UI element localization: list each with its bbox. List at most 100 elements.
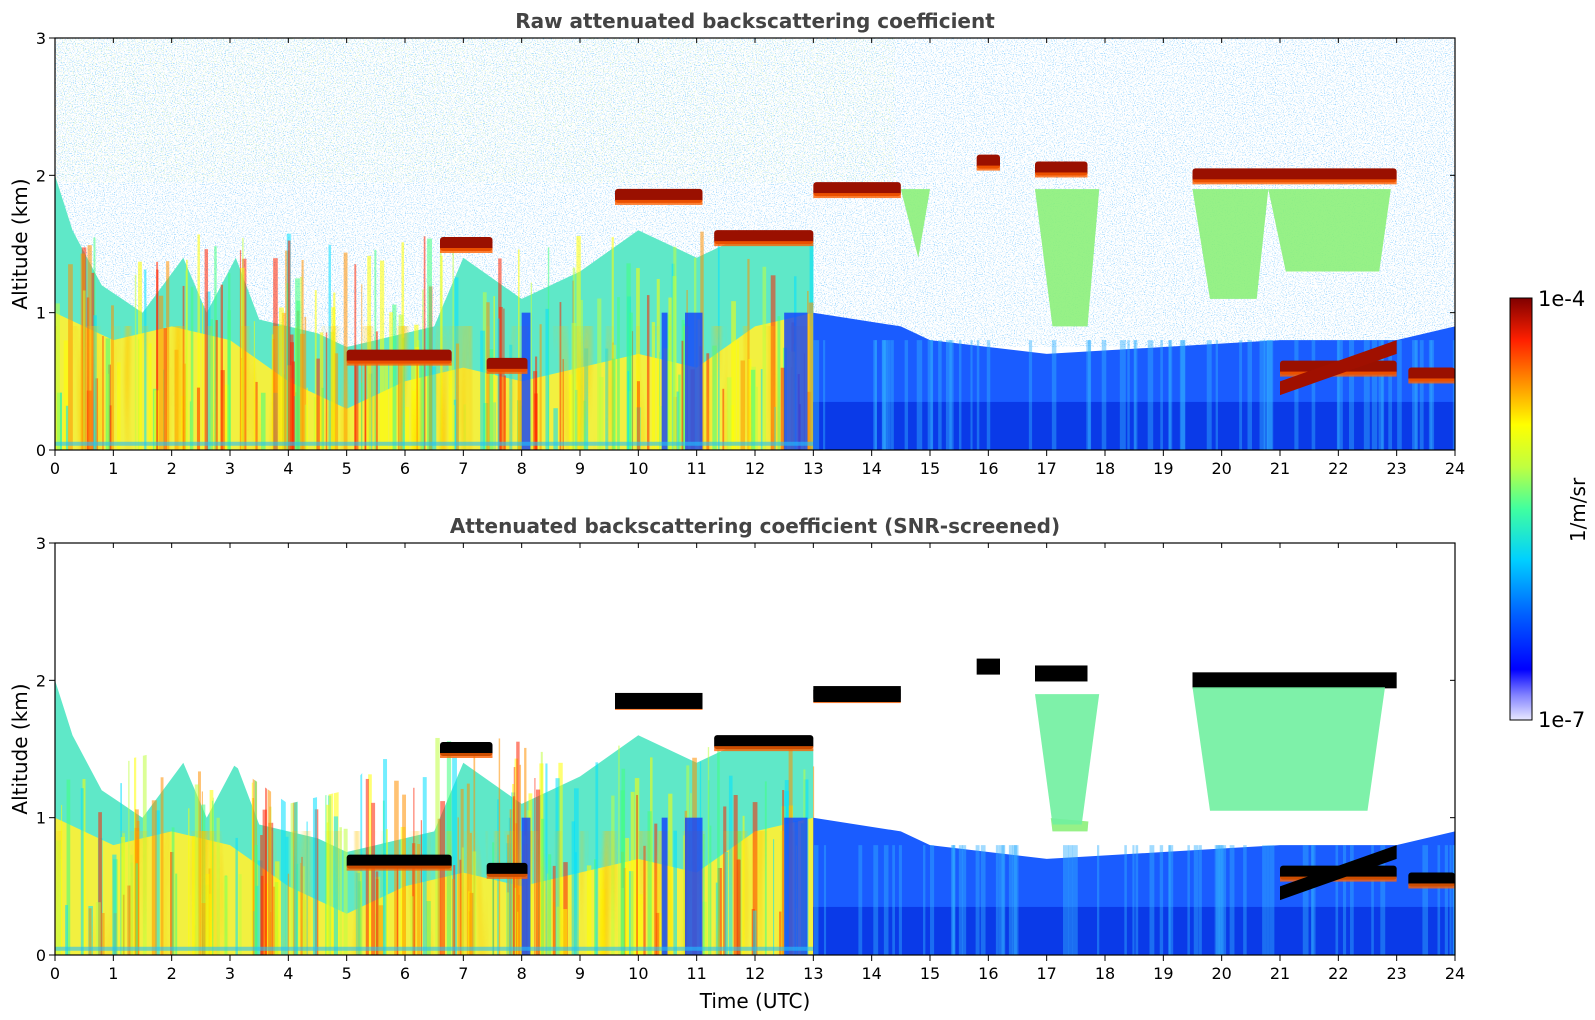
y-tick-label: 2 — [36, 671, 46, 690]
x-tick-label: 21 — [1270, 964, 1290, 983]
clear-column — [784, 312, 808, 450]
cloud-layer-base — [615, 199, 703, 205]
x-tick-label: 18 — [1095, 459, 1115, 478]
cloud-layer-base — [440, 248, 493, 253]
x-tick-label: 14 — [861, 459, 881, 478]
night-streak — [823, 340, 826, 450]
cloud-layer — [714, 735, 814, 750]
night-streak — [958, 340, 962, 450]
cloud-layer — [486, 357, 528, 372]
x-tick-label: 9 — [575, 459, 585, 478]
night-streak — [1452, 845, 1455, 955]
night-streak — [986, 340, 991, 450]
night-streak — [995, 845, 999, 955]
night-streak — [1444, 845, 1448, 955]
night-streak — [1119, 340, 1126, 450]
cloud-layer — [440, 742, 493, 756]
night-streak — [930, 845, 935, 955]
screened-cloud-top — [976, 658, 1000, 675]
cloud-layer — [440, 237, 493, 251]
night-streak — [1149, 845, 1155, 955]
night-streak — [1349, 340, 1355, 450]
night-streak — [1168, 340, 1171, 450]
night-streak — [923, 845, 926, 955]
x-tick-label: 22 — [1328, 459, 1348, 478]
colorbar-min-label: 1e-7 — [1538, 708, 1585, 732]
cloud-layer-base — [486, 368, 528, 374]
night-streak — [1269, 845, 1275, 955]
cloud-layer — [346, 854, 452, 869]
clear-column — [661, 312, 668, 450]
x-tick-label: 12 — [745, 459, 765, 478]
virga-core — [1268, 189, 1391, 272]
night-streak — [1428, 340, 1433, 450]
x-tick-label: 1 — [108, 459, 118, 478]
x-tick-label: 15 — [920, 459, 940, 478]
x-axis-label: Time (UTC) — [699, 989, 811, 1013]
x-tick-label: 17 — [1036, 964, 1056, 983]
screened-cloud-top — [813, 686, 901, 703]
cloud-layer — [1408, 367, 1455, 382]
night-streak — [1168, 340, 1173, 450]
night-streak — [1133, 340, 1136, 450]
colorbar-ramp — [1509, 297, 1533, 721]
cloud-layer-base — [1192, 179, 1397, 185]
night-streak — [892, 845, 895, 955]
x-tick-label: 24 — [1445, 964, 1465, 983]
clear-column — [685, 312, 703, 450]
cloud-layer-base — [1035, 172, 1088, 178]
x-tick-label: 7 — [458, 459, 468, 478]
cloud-layer — [1408, 872, 1455, 887]
night-streak — [1371, 340, 1378, 450]
night-streak — [813, 845, 819, 955]
night-streak — [952, 845, 956, 955]
night-streak — [998, 845, 1005, 955]
night-streak — [970, 340, 973, 450]
night-streak — [890, 340, 894, 450]
night-streak — [1229, 845, 1235, 955]
x-tick-label: 1 — [108, 964, 118, 983]
x-tick-label: 8 — [517, 459, 527, 478]
x-tick-label: 20 — [1211, 964, 1231, 983]
x-tick-label: 5 — [342, 459, 352, 478]
x-tick-label: 13 — [803, 459, 823, 478]
night-streak — [1016, 845, 1019, 955]
night-streak — [938, 340, 942, 450]
virga — [900, 189, 930, 258]
cloud-layer — [615, 188, 703, 203]
night-streak — [1380, 845, 1386, 955]
night-streak — [1381, 340, 1384, 450]
virga — [1268, 189, 1391, 272]
night-streak — [1028, 340, 1033, 450]
cloud-layer — [486, 862, 528, 877]
night-streak — [975, 845, 980, 955]
night-streak — [1302, 845, 1309, 955]
x-tick-label: 0 — [50, 964, 60, 983]
night-streak — [1263, 340, 1269, 450]
bottom-panel: Attenuated backscattering coefficient (S… — [8, 514, 1465, 1013]
x-tick-label: 7 — [458, 964, 468, 983]
night-streak — [927, 340, 933, 450]
screened-cloud-top — [1192, 672, 1397, 689]
night-streak — [1180, 340, 1185, 450]
night-streak — [813, 340, 820, 450]
virga — [1192, 189, 1269, 299]
night-streak — [1311, 340, 1316, 450]
night-streak — [1168, 845, 1174, 955]
x-tick-label: 5 — [342, 964, 352, 983]
x-tick-label: 22 — [1328, 964, 1348, 983]
x-tick-label: 9 — [575, 964, 585, 983]
night-streak — [1243, 845, 1247, 955]
x-tick-label: 24 — [1445, 459, 1465, 478]
night-streak — [1437, 845, 1441, 955]
night-streak — [1336, 340, 1340, 450]
screened-cloud-top — [615, 692, 703, 709]
night-streak — [1412, 340, 1419, 450]
colorbar-unit-label: 1/m/sr — [1566, 477, 1590, 542]
night-streak — [916, 340, 923, 450]
night-streak — [1134, 340, 1138, 450]
night-streak — [950, 845, 955, 955]
top-y-ticks: 0 1 2 3 — [36, 29, 1455, 460]
x-tick-label: 18 — [1095, 964, 1115, 983]
